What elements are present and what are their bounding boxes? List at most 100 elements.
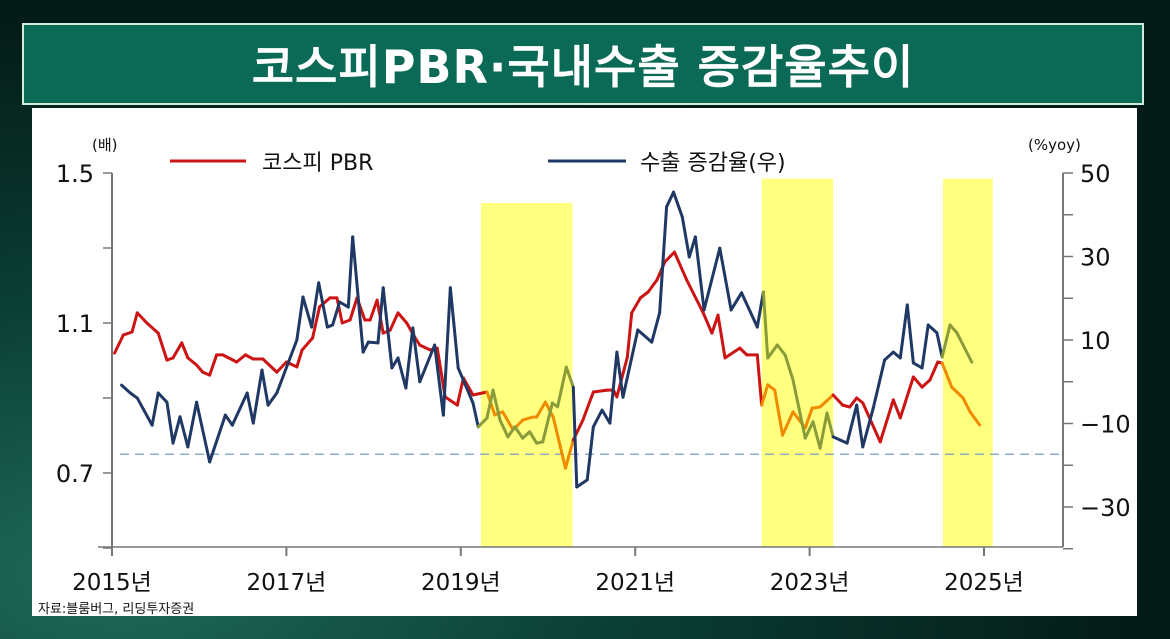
series-segment [245, 391, 255, 425]
series-segment [665, 190, 676, 209]
series-segment [564, 365, 575, 389]
series-segment [781, 410, 795, 437]
series-segment [905, 303, 915, 365]
series-segment [940, 361, 954, 389]
x-tick-label: 2015년 [72, 570, 152, 596]
series-segment [685, 278, 705, 315]
series-segment [591, 388, 609, 394]
series-segment [521, 415, 534, 422]
x-tick-label: 2017년 [247, 570, 327, 596]
series-segment [186, 400, 199, 449]
right-tick-label: 30 [1080, 244, 1111, 272]
series-segment [528, 430, 539, 445]
series-segment [761, 290, 770, 360]
series-segment [625, 311, 634, 359]
left-tick-label: 0.7 [56, 460, 94, 488]
series-segment [680, 215, 691, 259]
highlight-band-1 [480, 203, 573, 547]
series-segment [646, 278, 659, 294]
series-segment [701, 311, 714, 335]
series-segment [825, 411, 835, 439]
series-segment [171, 415, 182, 445]
series-segment [575, 478, 589, 489]
right-tick-label: −10 [1080, 411, 1131, 439]
series-segment [456, 366, 475, 405]
series-segment [935, 331, 944, 359]
series-segment [186, 356, 199, 367]
series-segment [636, 328, 654, 344]
series-segment [346, 235, 355, 309]
series-segment [351, 235, 365, 354]
series-segment [443, 395, 459, 407]
series-segment [702, 246, 722, 312]
title-banner: 코스피PBR·국내수출 증감율추이 [22, 23, 1144, 105]
series-segment [556, 365, 568, 409]
series-segment [563, 438, 575, 470]
series-segment [318, 296, 332, 309]
series-segment [831, 393, 845, 407]
series-segment [208, 413, 227, 464]
series-segment [485, 388, 495, 420]
series-segment [723, 346, 742, 360]
left-axis-unit: (배) [92, 136, 118, 154]
series-segment [135, 396, 154, 427]
series-segment [455, 376, 465, 407]
series-segment [658, 205, 669, 315]
x-tick-label: 2025년 [944, 570, 1024, 596]
series-segment [335, 296, 344, 325]
series-segment [521, 430, 532, 440]
series-segment [621, 328, 640, 399]
series-segment [338, 300, 350, 309]
series-segment [883, 350, 895, 362]
series-segment [773, 388, 785, 437]
series-segment [441, 286, 452, 417]
series-segment [223, 413, 234, 427]
series-segment [396, 356, 408, 390]
chart-title: 코스피PBR·국내수출 증감율추이 [251, 40, 915, 94]
source-note: 자료:블룸버그, 리딩투자증권 [38, 602, 195, 617]
x-tick-label: 2021년 [595, 570, 675, 596]
series-segment [718, 246, 733, 312]
series-segment [275, 338, 299, 395]
series-segment [600, 408, 612, 425]
series-segment [121, 330, 134, 337]
series-segment [961, 396, 972, 414]
series-segment [920, 323, 930, 370]
series-segment [831, 435, 849, 445]
series-segment [301, 295, 314, 329]
series-segment [928, 360, 940, 382]
series-segment [411, 326, 422, 384]
series-segment [968, 410, 982, 427]
series-segment [366, 340, 380, 345]
series-export [120, 190, 974, 489]
series-segment [180, 341, 190, 360]
series-segment [650, 311, 662, 344]
highlight-band-3 [943, 178, 993, 547]
series-segment [275, 360, 288, 374]
series-segment [950, 385, 965, 400]
series-segment [310, 281, 321, 329]
series-segment [775, 343, 787, 357]
series-segment [300, 336, 315, 352]
series-segment [541, 401, 554, 444]
series-segment [235, 353, 247, 364]
series-segment [150, 391, 160, 427]
series-segment [818, 393, 835, 409]
series-segment [803, 420, 815, 440]
series-segment [178, 415, 190, 449]
series-segment [130, 311, 139, 334]
series-segment [630, 296, 642, 315]
series-segment [955, 331, 974, 364]
series-segment [663, 250, 676, 264]
series-segment [348, 296, 359, 322]
legend-label-pbr: 코스피 PBR [262, 151, 373, 176]
series-segment [135, 311, 149, 325]
series-segment [738, 346, 749, 357]
series-segment [871, 358, 887, 410]
series-segment [361, 340, 370, 354]
series-segment [331, 300, 342, 327]
series-segment [585, 425, 595, 482]
series-segment [156, 391, 169, 404]
series-segment [898, 303, 909, 360]
